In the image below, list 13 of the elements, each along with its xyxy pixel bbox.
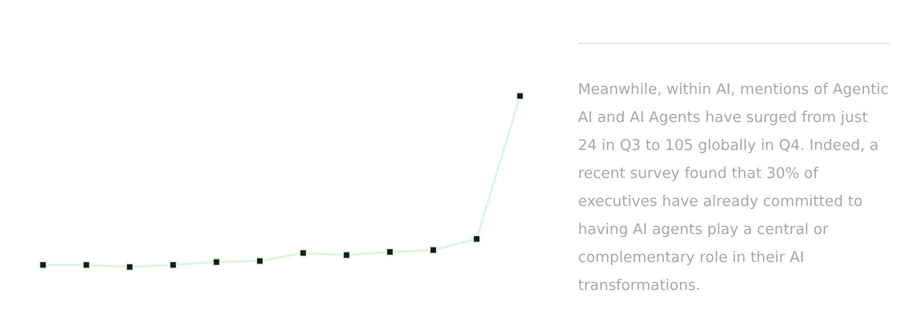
point bbox=[212, 258, 221, 266]
point bbox=[38, 260, 48, 270]
point bbox=[342, 250, 351, 260]
point bbox=[298, 248, 308, 258]
point bbox=[168, 260, 178, 270]
point bbox=[82, 260, 91, 270]
point bbox=[125, 262, 134, 272]
point bbox=[428, 246, 438, 254]
point bbox=[516, 92, 524, 100]
point bbox=[256, 256, 264, 266]
point bbox=[386, 248, 394, 256]
text: Meanwhile, within AI, mentions of Agentic AI and AI Agents have surged from just 24 in Q3 to 105 globally in Q4. Indeed, a recent survey found that 30% of executives have already committed to having AI agents play a central or complementary role in their AI transformations. bbox=[578, 80, 890, 296]
point bbox=[472, 234, 481, 244]
